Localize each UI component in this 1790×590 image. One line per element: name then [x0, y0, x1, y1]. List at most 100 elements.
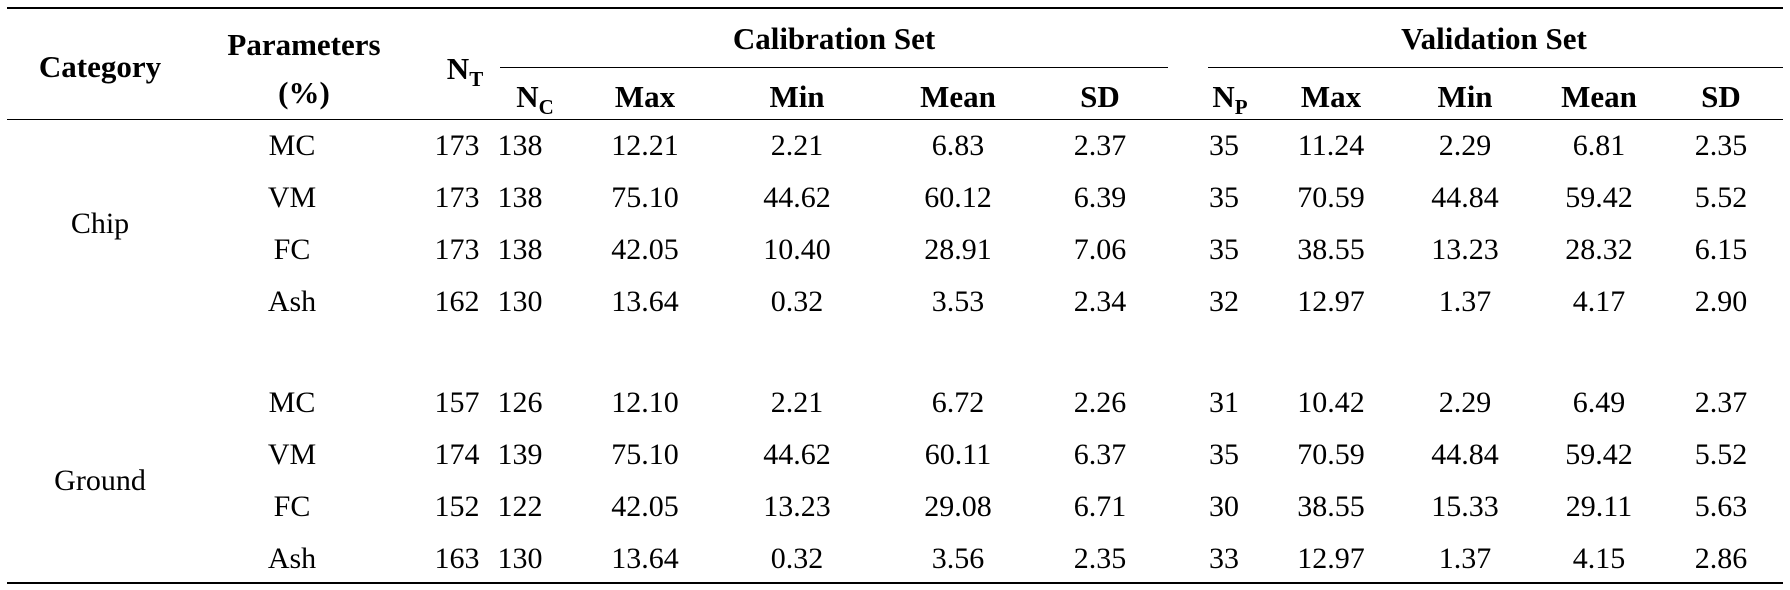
cell-v-max: 70.59	[1297, 438, 1365, 471]
cell-v-mean: 59.42	[1565, 438, 1633, 471]
cell-nc: 126	[497, 386, 543, 419]
cell-v-sd: 2.90	[1694, 285, 1748, 318]
cell-c-max: 13.64	[611, 542, 679, 575]
category-label: Chip	[70, 207, 130, 240]
cell-np: 30	[1209, 490, 1239, 523]
cell-nc: 130	[497, 542, 543, 575]
cell-nc: 130	[497, 285, 543, 318]
cell-nc: 138	[497, 233, 543, 266]
cell-v-max: 38.55	[1297, 490, 1365, 523]
bottom-rule	[7, 582, 1783, 584]
cell-c-mean: 60.12	[924, 181, 992, 214]
header-cal-min: Min	[769, 79, 825, 114]
cell-nt: 163	[434, 542, 480, 575]
cell-v-min: 44.84	[1431, 438, 1499, 471]
cell-c-max: 42.05	[611, 233, 679, 266]
cell-param: MC	[268, 129, 316, 162]
cell-np: 31	[1209, 386, 1239, 419]
cell-v-min: 1.37	[1438, 542, 1492, 575]
cell-c-mean: 60.11	[924, 438, 992, 471]
cell-c-mean: 3.53	[931, 285, 985, 318]
cell-v-max: 10.42	[1297, 386, 1365, 419]
header-cal-mean: Mean	[920, 79, 996, 114]
cell-np: 35	[1209, 233, 1239, 266]
header-val-sd: SD	[1701, 79, 1741, 114]
cell-c-min: 44.62	[763, 438, 831, 471]
cell-v-min: 2.29	[1438, 129, 1492, 162]
cell-c-mean: 3.56	[931, 542, 985, 575]
cell-v-min: 13.23	[1431, 233, 1499, 266]
header-val-max: Max	[1300, 79, 1362, 114]
cell-nc: 122	[497, 490, 543, 523]
header-category: Category	[38, 49, 162, 84]
cell-c-max: 42.05	[611, 490, 679, 523]
cell-np: 32	[1209, 285, 1239, 318]
cell-c-max: 75.10	[611, 181, 679, 214]
header-val-mean: Mean	[1561, 79, 1637, 114]
cell-param: Ash	[267, 542, 317, 575]
cell-v-sd: 2.86	[1694, 542, 1748, 575]
cell-v-min: 44.84	[1431, 181, 1499, 214]
cell-nc: 138	[497, 129, 543, 162]
cell-param: VM	[267, 181, 317, 214]
cell-nc: 139	[497, 438, 543, 471]
cell-nc: 138	[497, 181, 543, 214]
header-validation-set: Validation Set	[1401, 21, 1587, 56]
cell-v-max: 38.55	[1297, 233, 1365, 266]
header-cal-sd: SD	[1080, 79, 1120, 114]
header-calibration-set: Calibration Set	[732, 21, 936, 56]
cell-v-sd: 6.15	[1694, 233, 1748, 266]
cell-c-mean: 6.72	[931, 386, 985, 419]
category-label: Ground	[54, 464, 146, 497]
cell-param: MC	[268, 386, 316, 419]
cell-v-mean: 4.17	[1572, 285, 1626, 318]
cell-np: 35	[1209, 129, 1239, 162]
cell-nt: 157	[434, 386, 480, 419]
cell-c-max: 12.21	[611, 129, 679, 162]
cell-v-mean: 6.49	[1572, 386, 1626, 419]
cell-c-mean: 28.91	[924, 233, 992, 266]
cell-c-mean: 6.83	[931, 129, 985, 162]
cell-np: 35	[1209, 438, 1239, 471]
cell-v-min: 1.37	[1438, 285, 1492, 318]
cell-c-sd: 6.71	[1073, 490, 1127, 523]
cell-v-max: 12.97	[1297, 542, 1365, 575]
cell-v-mean: 4.15	[1572, 542, 1626, 575]
cell-c-sd: 6.37	[1073, 438, 1127, 471]
cell-nt: 173	[434, 181, 480, 214]
cell-nt: 173	[434, 233, 480, 266]
cell-v-mean: 59.42	[1565, 181, 1633, 214]
cell-c-sd: 2.37	[1073, 129, 1127, 162]
cell-np: 33	[1209, 542, 1239, 575]
cell-c-sd: 6.39	[1073, 181, 1127, 214]
cell-nt: 173	[434, 129, 480, 162]
cell-v-max: 12.97	[1297, 285, 1365, 318]
cell-v-sd: 5.63	[1694, 490, 1748, 523]
cell-c-min: 2.21	[770, 129, 824, 162]
cell-np: 35	[1209, 181, 1239, 214]
cell-param: FC	[273, 233, 311, 266]
header-bottom-rule	[7, 119, 1783, 120]
top-rule	[7, 7, 1783, 9]
cell-c-min: 2.21	[770, 386, 824, 419]
cell-c-min: 0.32	[770, 285, 824, 318]
cell-v-min: 15.33	[1431, 490, 1499, 523]
cell-c-mean: 29.08	[924, 490, 992, 523]
header-val-min: Min	[1437, 79, 1493, 114]
cell-v-sd: 5.52	[1694, 181, 1748, 214]
cell-c-max: 75.10	[611, 438, 679, 471]
cell-c-min: 44.62	[763, 181, 831, 214]
cell-c-sd: 7.06	[1073, 233, 1127, 266]
cell-nt: 152	[434, 490, 480, 523]
header-nc: NC	[516, 79, 554, 119]
header-cal-max: Max	[614, 79, 676, 114]
cell-c-sd: 2.34	[1073, 285, 1127, 318]
cell-v-mean: 28.32	[1565, 233, 1633, 266]
calibration-set-rule	[500, 67, 1168, 68]
cell-v-sd: 5.52	[1694, 438, 1748, 471]
header-parameters-line2: (%)	[278, 75, 330, 110]
cell-v-mean: 29.11	[1565, 490, 1633, 523]
header-np: NP	[1212, 79, 1248, 119]
cell-c-max: 13.64	[611, 285, 679, 318]
cell-c-min: 13.23	[763, 490, 831, 523]
